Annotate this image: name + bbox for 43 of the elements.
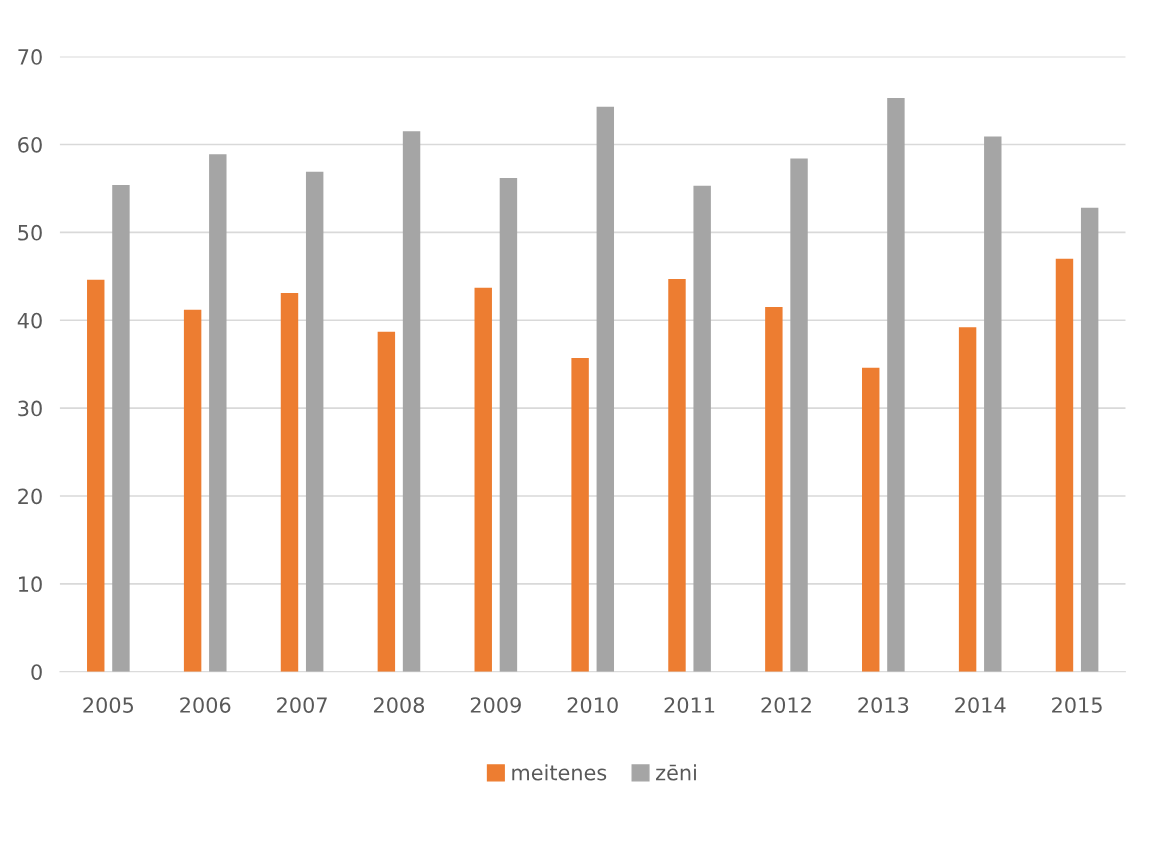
x-tick-label: 2008 (373, 697, 425, 713)
bar (499, 177, 518, 672)
x-tick-label: 2014 (955, 697, 1006, 713)
y-tick-label: 60 (18, 136, 42, 153)
bar (862, 367, 880, 672)
bar (112, 184, 130, 672)
legend-label: zēni (656, 764, 696, 781)
bar (1055, 258, 1074, 672)
y-tick-label: 50 (18, 224, 42, 241)
legend-label: meitenes (512, 764, 607, 781)
bar (958, 327, 977, 672)
y-tick-label: 40 (17, 312, 42, 329)
bar (377, 331, 396, 672)
y-tick-label: 0 (31, 664, 42, 680)
bar (693, 185, 711, 672)
x-tick-label: 2012 (761, 697, 811, 713)
bar (668, 278, 686, 672)
bar (474, 287, 492, 672)
bar (305, 171, 324, 672)
bar (280, 293, 299, 672)
bar (1080, 207, 1099, 672)
bar (571, 358, 589, 672)
bar (765, 307, 783, 672)
x-tick-label: 2011 (664, 697, 715, 713)
y-tick-label: 70 (18, 49, 42, 65)
bar (887, 97, 905, 672)
x-tick-label: 2007 (277, 697, 327, 713)
bar (209, 154, 227, 672)
y-tick-label: 20 (18, 488, 42, 505)
bar (596, 106, 615, 672)
x-tick-label: 2009 (470, 697, 521, 713)
x-tick-label: 2015 (1052, 697, 1102, 713)
bar (87, 279, 105, 672)
y-tick-label: 30 (18, 400, 42, 417)
bar (402, 131, 421, 672)
x-tick-label: 2010 (567, 697, 618, 713)
y-tick-label: 10 (19, 576, 42, 593)
bar (183, 309, 202, 672)
bar (790, 158, 808, 672)
x-tick-label: 2013 (858, 697, 909, 713)
x-tick-label: 2006 (180, 697, 231, 713)
x-tick-label: 2005 (83, 697, 134, 713)
bar (984, 136, 1002, 672)
